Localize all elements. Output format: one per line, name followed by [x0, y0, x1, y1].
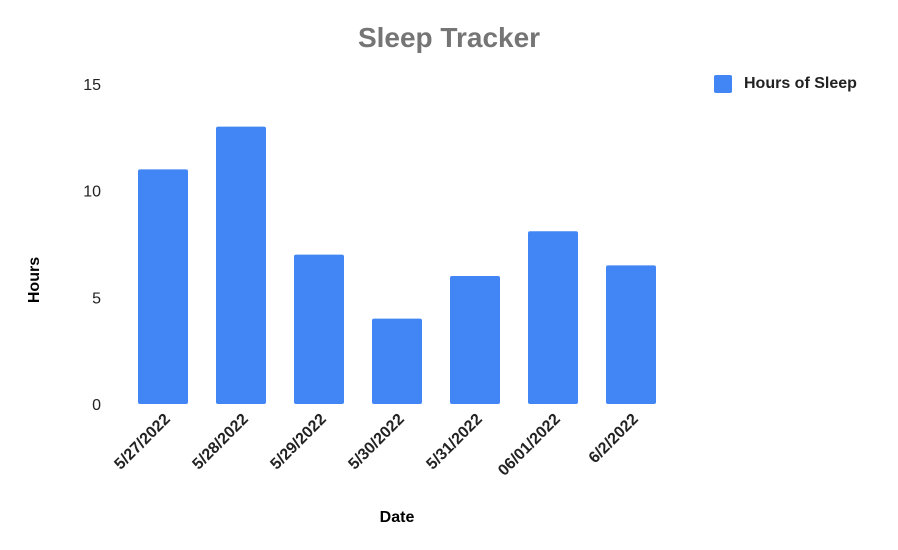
x-tick-label: 5/29/2022 [267, 411, 329, 473]
x-axis-label: Date [379, 509, 415, 526]
bar[interactable] [528, 231, 578, 404]
x-tick-label: 5/28/2022 [189, 411, 251, 473]
bar[interactable] [450, 276, 500, 404]
bar[interactable] [138, 169, 188, 404]
legend-label-hours-of-sleep: Hours of Sleep [744, 75, 857, 92]
bar[interactable] [606, 265, 656, 404]
legend-swatch-hours-of-sleep [714, 75, 732, 93]
x-tick-label: 5/31/2022 [423, 411, 485, 473]
chart-title: Sleep Tracker [357, 22, 541, 53]
y-tick-label: 15 [83, 77, 101, 94]
y-tick-label: 5 [92, 290, 101, 307]
bar[interactable] [216, 126, 266, 405]
legend[interactable]: Hours of Sleep [714, 75, 857, 93]
y-tick-label: 0 [92, 397, 101, 414]
bar[interactable] [372, 318, 422, 404]
x-tick-label: 5/30/2022 [345, 411, 407, 473]
bar[interactable] [294, 254, 344, 404]
x-tick-label: 06/01/2022 [495, 411, 564, 480]
y-tick-label: 10 [83, 184, 101, 201]
x-tick-label: 6/2/2022 [586, 411, 642, 467]
x-tick-label: 5/27/2022 [111, 411, 173, 473]
